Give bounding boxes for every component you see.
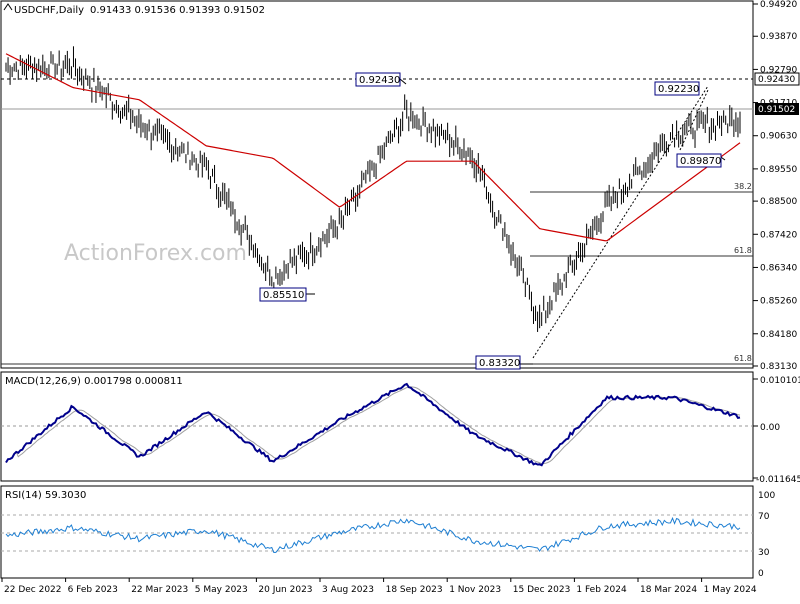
swing-high-connector	[399, 78, 407, 85]
price-panel	[0, 0, 754, 369]
macd-layer	[5, 382, 741, 467]
rsi-tick-0: 0	[758, 569, 764, 579]
x-tick-label: 1 Feb 2024	[576, 585, 627, 595]
annotation-high-apr-text: 0.92230	[658, 84, 699, 95]
rsi-line	[5, 516, 741, 553]
annotation-low-dec: 0.83320	[475, 355, 521, 370]
price-tick-label: 0.85260	[760, 297, 797, 307]
macd-panel	[0, 371, 754, 482]
x-tick-label: 15 Dec 2023	[513, 585, 571, 595]
current-price-text: 0.91502	[758, 105, 795, 115]
annotation-high-apr-box	[654, 81, 700, 96]
annotation-high-sep-box	[355, 72, 401, 87]
watermark: ActionForex.com	[64, 241, 247, 266]
rsi-layer	[5, 516, 741, 553]
rsi-tick-100: 100	[758, 491, 775, 501]
fib-618-label-b: 61.8	[734, 354, 752, 363]
macd-title: MACD(12,26,9) 0.001798 0.000811	[5, 376, 183, 387]
rsi-tick-70: 70	[758, 512, 770, 522]
x-tick-label: 22 Mar 2023	[131, 585, 188, 595]
x-tick-label: 1 Nov 2023	[449, 585, 501, 595]
rsi-panel	[0, 485, 754, 579]
x-tick-label: 6 Feb 2023	[68, 585, 118, 595]
price-axis: 0.949200.938700.927900.917100.906300.895…	[753, 0, 797, 372]
macd-line	[5, 382, 741, 467]
x-tick-label: 20 Jun 2023	[258, 585, 312, 595]
macd-axis: 0.010101 0.00 -0.011645	[753, 376, 800, 485]
rsi-axis: 100 70 30 0	[758, 491, 775, 579]
macd-tick-bottom-label: -0.011645	[756, 475, 800, 485]
price-tick-label: 0.84180	[760, 330, 797, 340]
trendline-wave	[679, 89, 709, 151]
annotation-low-jul: 0.85510	[259, 287, 307, 302]
x-tick-label: 5 May 2023	[195, 585, 248, 595]
trendline-rising	[532, 85, 709, 359]
annotation-low-dec-box	[475, 355, 521, 370]
ref-price-box	[754, 72, 800, 86]
x-tick-label: 3 Aug 2023	[322, 585, 374, 595]
collapse-arrow-icon[interactable]	[3, 3, 13, 11]
macd-tick-top-label: 0.010101	[760, 376, 800, 386]
macd-tick-zero-label: 0.00	[760, 423, 780, 433]
annotation-low-dec-text: 0.83320	[479, 358, 520, 369]
rsi-title: RSI(14) 59.3030	[5, 490, 86, 501]
annotation-low-may-text: 0.89870	[680, 156, 721, 167]
x-tick-label: 18 Mar 2024	[640, 585, 697, 595]
annotation-low-jul-box	[259, 287, 307, 302]
price-tick-label: 0.87420	[760, 230, 797, 240]
annotation-low-may: 0.89870	[676, 153, 722, 168]
x-tick-label: 22 Dec 2022	[4, 585, 62, 595]
ref-price-label: 0.92430	[754, 72, 800, 86]
x-tick-label: 1 May 2024	[704, 585, 757, 595]
annotation-low-jul-text: 0.85510	[263, 290, 304, 301]
price-tick-label: 0.90630	[760, 132, 797, 142]
current-price-box	[755, 103, 799, 115]
rsi-tick-30: 30	[758, 548, 770, 558]
fib-382-label: 38.2	[734, 182, 752, 191]
sma-line	[5, 53, 741, 242]
annotation-high-sep: 0.92430	[355, 72, 401, 87]
price-tick-label: 0.86340	[760, 263, 797, 273]
symbol-header: USDCHF,Daily 0.91433 0.91536 0.91393 0.9…	[3, 3, 265, 16]
fib-618-label-a: 61.8	[734, 246, 752, 255]
x-axis: 22 Dec 2022 6 Feb 2023 22 Mar 2023 5 May 20…	[1, 578, 757, 595]
annotation-high-sep-text: 0.92430	[359, 75, 400, 86]
price-tick-label: 0.93870	[760, 32, 797, 42]
price-tick-label: 0.89550	[760, 165, 797, 175]
annotation-low-may-box	[676, 153, 722, 168]
ohlc-values: 0.91433 0.91536 0.91393 0.91502	[90, 5, 265, 16]
annotation-high-apr: 0.92230	[654, 81, 700, 96]
x-tick-label: 18 Sep 2023	[386, 585, 443, 595]
price-tick-label: 0.92790	[760, 65, 797, 75]
price-tick-label: 0.83130	[760, 362, 797, 372]
symbol-label: USDCHF,Daily	[14, 5, 84, 16]
sma-layer	[5, 53, 741, 242]
current-price-label: 0.91502	[755, 103, 799, 115]
price-tick-label: 0.88500	[760, 197, 797, 207]
price-tick-label: 0.94920	[760, 0, 797, 10]
ref-price-text: 0.92430	[758, 75, 795, 85]
